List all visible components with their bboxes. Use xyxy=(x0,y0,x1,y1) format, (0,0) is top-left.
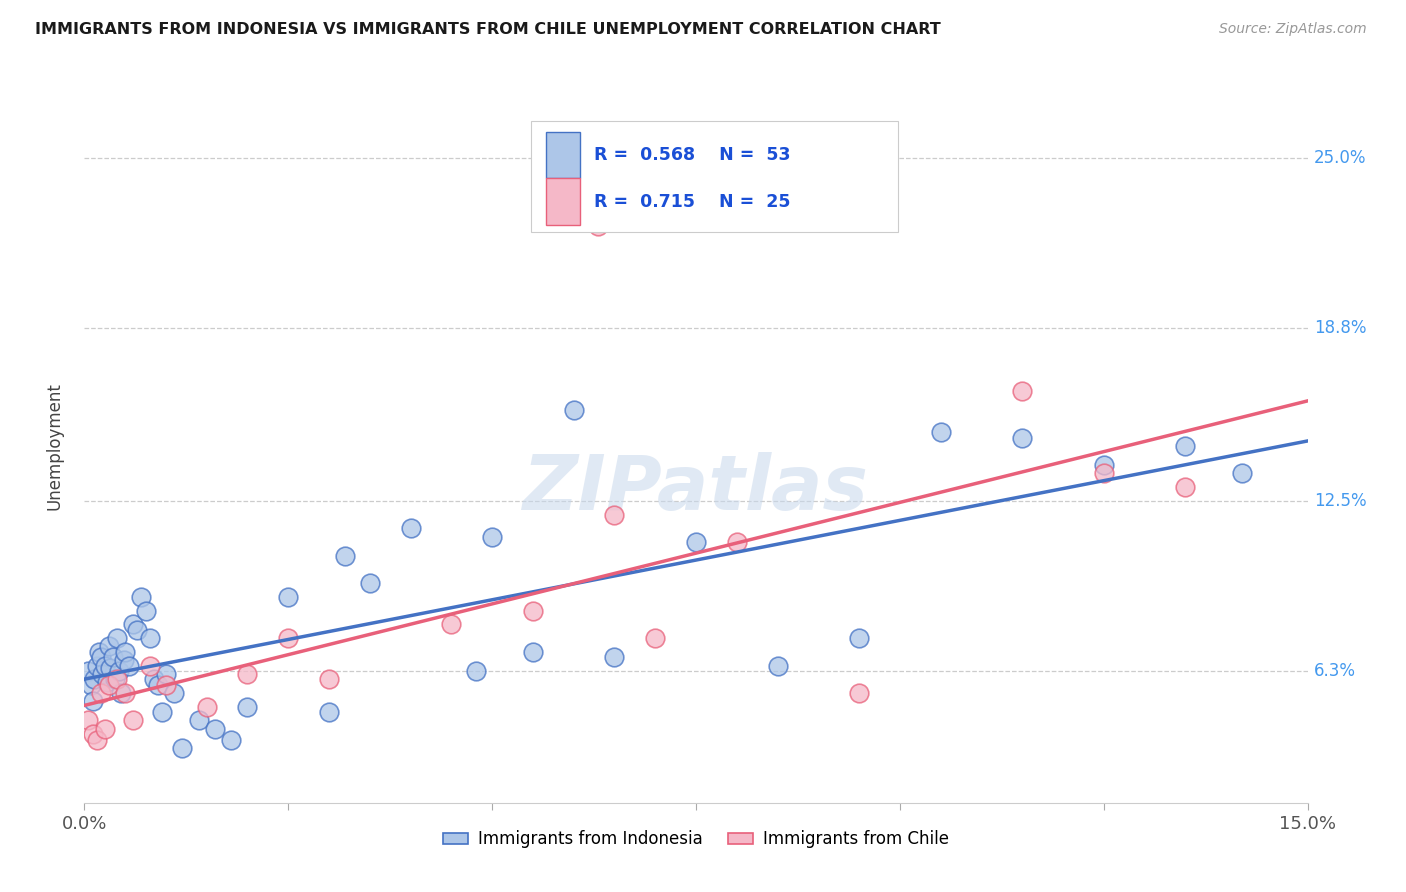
Point xyxy=(104,673,127,687)
Point xyxy=(93,722,115,736)
Point xyxy=(146,678,169,692)
Point xyxy=(87,645,110,659)
Point xyxy=(118,658,141,673)
Point xyxy=(359,576,381,591)
Point xyxy=(82,727,104,741)
Point xyxy=(1174,439,1197,453)
Point xyxy=(929,425,952,440)
Point xyxy=(236,699,259,714)
Point xyxy=(277,631,299,645)
Text: Source: ZipAtlas.com: Source: ZipAtlas.com xyxy=(1219,22,1367,37)
Text: 12.5%: 12.5% xyxy=(1313,491,1367,510)
Text: 6.3%: 6.3% xyxy=(1313,662,1355,680)
Point xyxy=(112,653,135,667)
Point xyxy=(96,675,118,690)
Point xyxy=(142,673,165,687)
Point xyxy=(172,740,194,755)
Point xyxy=(1092,467,1115,481)
Point xyxy=(150,705,173,719)
Point xyxy=(187,714,209,728)
Point xyxy=(464,664,486,678)
Point xyxy=(114,645,136,659)
Text: R =  0.568    N =  53: R = 0.568 N = 53 xyxy=(595,146,792,164)
Y-axis label: Unemployment: Unemployment xyxy=(45,382,63,510)
Legend: Immigrants from Indonesia, Immigrants from Chile: Immigrants from Indonesia, Immigrants fr… xyxy=(436,824,956,855)
Point xyxy=(131,590,153,604)
Point xyxy=(644,631,666,645)
Point xyxy=(83,673,105,687)
Point xyxy=(77,714,100,728)
Point xyxy=(685,535,707,549)
Point xyxy=(725,535,748,549)
Text: 18.8%: 18.8% xyxy=(1313,319,1367,337)
Point xyxy=(195,699,218,714)
Point xyxy=(318,673,340,687)
Point xyxy=(105,673,128,687)
Point xyxy=(204,722,226,736)
FancyBboxPatch shape xyxy=(546,132,579,178)
Point xyxy=(155,678,177,692)
Text: IMMIGRANTS FROM INDONESIA VS IMMIGRANTS FROM CHILE UNEMPLOYMENT CORRELATION CHAR: IMMIGRANTS FROM INDONESIA VS IMMIGRANTS … xyxy=(35,22,941,37)
Point xyxy=(399,521,422,535)
Point xyxy=(440,617,463,632)
Point xyxy=(91,666,114,681)
Point xyxy=(603,650,626,665)
Point xyxy=(122,617,145,632)
Point xyxy=(603,508,626,522)
Point xyxy=(122,714,145,728)
Point xyxy=(318,705,340,719)
Point xyxy=(138,631,160,645)
Point xyxy=(93,658,115,673)
Point xyxy=(236,666,259,681)
FancyBboxPatch shape xyxy=(546,178,579,225)
Point xyxy=(100,661,122,675)
Point xyxy=(97,678,120,692)
Text: R =  0.715    N =  25: R = 0.715 N = 25 xyxy=(595,193,792,211)
Point xyxy=(77,664,100,678)
Point xyxy=(105,631,128,645)
Point xyxy=(522,645,544,659)
Point xyxy=(335,549,357,563)
Point xyxy=(114,686,136,700)
Point xyxy=(766,658,789,673)
Point xyxy=(90,650,112,665)
Point xyxy=(277,590,299,604)
Text: 25.0%: 25.0% xyxy=(1313,149,1367,167)
Point xyxy=(110,686,132,700)
Point xyxy=(219,732,242,747)
Point xyxy=(1011,431,1033,445)
Point xyxy=(586,219,609,234)
Point xyxy=(1232,467,1254,481)
Point xyxy=(481,530,503,544)
Point xyxy=(562,403,585,417)
Point xyxy=(522,604,544,618)
Point xyxy=(138,658,160,673)
Point xyxy=(90,686,112,700)
FancyBboxPatch shape xyxy=(531,121,898,232)
Point xyxy=(135,604,157,618)
Text: ZIPatlas: ZIPatlas xyxy=(523,452,869,525)
Point xyxy=(82,694,104,708)
Point xyxy=(1174,480,1197,494)
Point xyxy=(86,658,108,673)
Point xyxy=(80,678,103,692)
Point xyxy=(163,686,186,700)
Point xyxy=(848,631,870,645)
Point xyxy=(127,623,149,637)
Point xyxy=(101,650,124,665)
Point xyxy=(1092,458,1115,473)
Point xyxy=(848,686,870,700)
Point xyxy=(107,664,129,678)
Point xyxy=(155,666,177,681)
Point xyxy=(97,640,120,654)
Point xyxy=(1011,384,1033,398)
Point xyxy=(86,732,108,747)
